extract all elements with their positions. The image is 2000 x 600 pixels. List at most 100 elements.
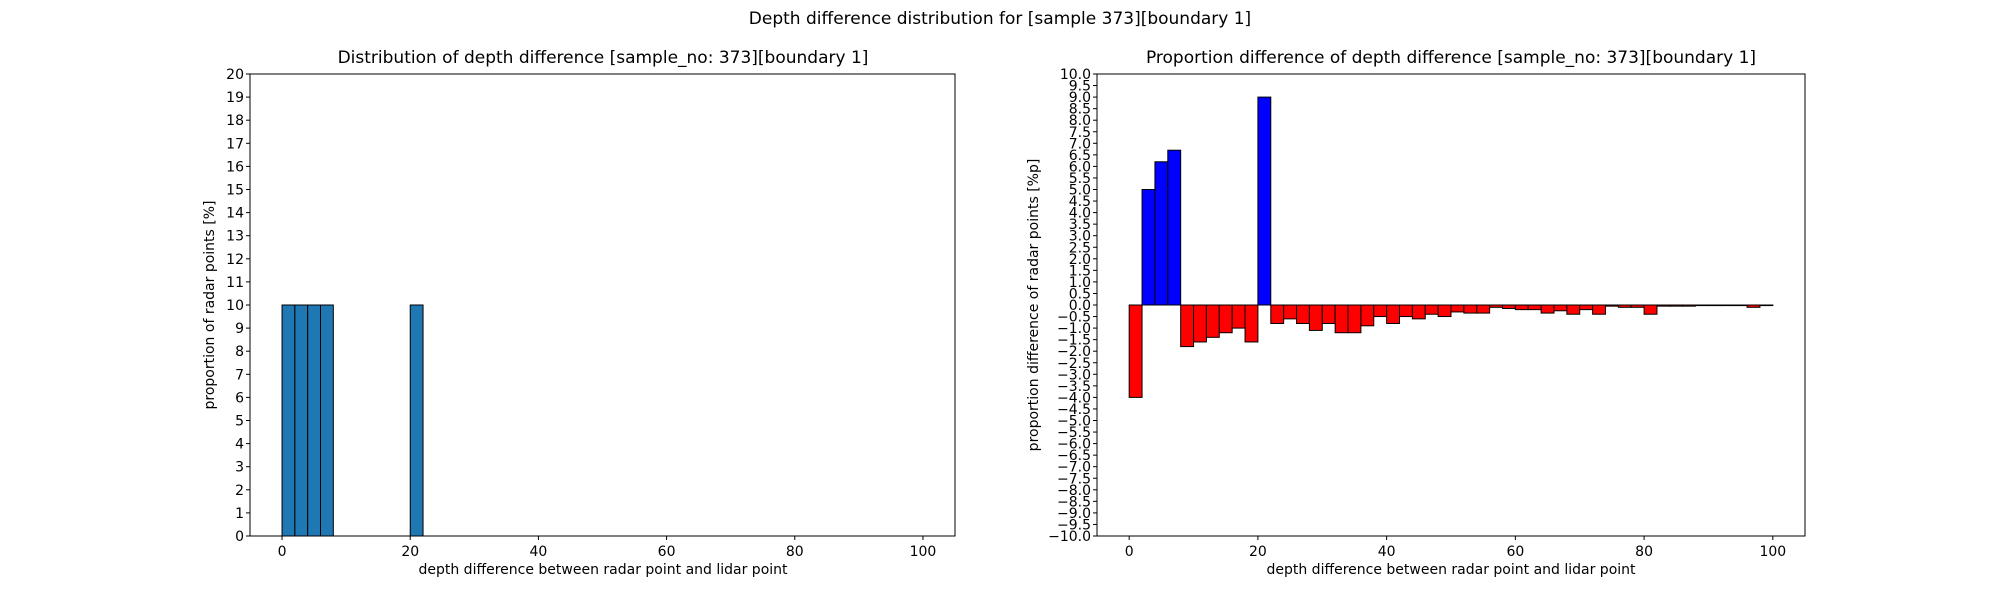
right-chart-bar [1682,304,1697,307]
left-chart-bar [307,304,322,537]
right-chart-y-tick-label: 8.0 [1069,113,1091,129]
right-chart-bar [1707,304,1722,307]
right-chart-y-tick-label: 1.0 [1069,275,1091,291]
right-chart-bar [1669,304,1684,307]
right-chart-bar [1205,304,1220,338]
right-chart-bar [1399,304,1413,318]
right-chart-bar [1746,304,1761,308]
left-chart-y-tick-label: 8 [235,344,244,360]
left-chart-y-tick-label: 14 [226,206,244,222]
right-chart-bar [1579,304,1594,311]
right-chart-y-tick-label: 7.5 [1069,125,1091,141]
right-chart-bar [1695,304,1709,307]
left-chart-bar [281,304,296,537]
left-chart-y-tick-label: 13 [226,229,244,245]
right-chart-bar [1437,304,1452,318]
right-chart-y-tick-label: 10.0 [1060,67,1091,83]
right-chart-y-tick-label: 5.5 [1069,171,1091,187]
left-chart-y-tick-label: 5 [235,414,244,430]
right-chart-y-tick-label: −5.0 [1057,414,1091,430]
left-chart-y-axis-label: proportion of radar points [%] [202,200,218,409]
left-chart-x-axis-label: depth difference between radar point and… [418,562,788,578]
right-chart-title: Proportion difference of depth differenc… [1146,48,1756,68]
right-chart-y-tick-label: 2.0 [1069,252,1091,268]
left-chart-y-tick-label: 7 [235,367,244,383]
right-chart-bar [1656,304,1671,307]
right-chart-y-axis-label: proportion difference of radar points [%… [1026,159,1042,452]
left-chart-y-tick-label: 3 [235,460,244,476]
left-chart-y-tick-label: 15 [226,183,244,199]
right-chart-y-tick-label: −8.5 [1057,494,1091,510]
left-chart-y-tick-label: 17 [226,136,244,152]
right-chart-bar [1553,304,1568,312]
figure-title: Depth difference distribution for [sampl… [748,9,1252,29]
left-chart-y-tick-label: 16 [226,159,244,175]
right-chart-bar [1630,304,1645,308]
right-chart-bar [1373,304,1388,318]
right-chart-bar [1540,304,1555,314]
right-chart-bars [1128,96,1774,398]
right-chart-y-tick-label: 4.0 [1069,206,1091,222]
right-chart-y-tick-label: 9.0 [1069,90,1091,106]
right-chart-y-tick-label: −1.5 [1057,333,1091,349]
right-chart-bar [1501,304,1516,309]
left-chart-x-tick-label: 60 [658,544,676,560]
right-chart-x-tick-label: 40 [1378,544,1396,560]
right-chart-bar [1128,304,1143,398]
right-chart-bar [1193,304,1207,343]
left-chart-bars [281,304,424,537]
right-chart-bar [1270,304,1285,324]
right-chart-y-tick-label: −2.5 [1057,356,1091,372]
left-chart-x-tick-label: 20 [401,544,419,560]
right-chart-bar [1424,304,1439,315]
right-chart-y-tick-label: −1.0 [1057,321,1091,337]
right-chart-x-tick-label: 60 [1506,544,1524,560]
left-chart-x-tick-label: 0 [278,544,287,560]
right-chart-y-tick-label: −2.0 [1057,344,1091,360]
right-chart-y-tick-label: 0.5 [1069,286,1091,302]
right-chart-bar [1604,304,1619,307]
right-chart-bar [1566,304,1581,315]
left-chart-x-ticks: 0 20 40 60 80 100 [278,536,936,560]
right-chart-y-tick-label: 2.5 [1069,240,1091,256]
right-chart-y-tick-label: −6.0 [1057,437,1091,453]
left-chart-y-tick-label: 2 [235,483,244,499]
right-chart-y-tick-label: −0.5 [1057,310,1091,326]
right-chart-y-tick-label: −4.0 [1057,390,1091,406]
right-chart-y-tick-label: −5.5 [1057,425,1091,441]
left-chart-y-tick-label: 1 [235,506,244,522]
right-chart-bar [1347,304,1362,334]
left-chart-y-tick-label: 12 [226,252,244,268]
right-chart-bar [1450,304,1465,313]
left-chart-title: Distribution of depth difference [sample… [338,48,869,68]
right-chart-bar [1257,96,1272,306]
left-chart-bar [409,304,424,537]
right-chart-bar [1308,304,1323,331]
left-chart-y-tick-label: 6 [235,390,244,406]
right-chart-x-tick-label: 0 [1125,544,1134,560]
right-chart-y-tick-label: 8.5 [1069,102,1091,118]
right-chart-y-tick-label: 3.5 [1069,217,1091,233]
right-chart-x-axis-label: depth difference between radar point and… [1266,562,1636,578]
right-chart-bar [1617,304,1632,308]
left-chart-frame [249,73,956,537]
right-chart-y-tick-label: 7.0 [1069,136,1091,152]
right-chart-panel: Proportion difference of depth differenc… [1026,48,1806,578]
right-chart-y-ticks: −10.0−9.5−9.0−8.5−8.0−7.5−7.0−6.5−6.0−5.… [1048,67,1097,545]
left-chart-y-tick-label: 4 [235,437,244,453]
right-chart-bar [1218,304,1233,334]
right-chart-y-tick-label: 9.5 [1069,79,1091,95]
right-chart-bar [1514,304,1529,311]
left-chart-y-tick-label: 18 [226,113,244,129]
right-chart-y-tick-label: 5.0 [1069,183,1091,199]
right-chart-bar [1180,304,1195,348]
right-chart-bar [1527,304,1542,311]
right-chart-bar [1720,304,1735,307]
right-chart-y-tick-label: 3.0 [1069,229,1091,245]
left-chart-panel: Distribution of depth difference [sample… [202,48,956,578]
right-chart-bar [1411,304,1426,320]
left-chart-y-tick-label: 19 [226,90,244,106]
right-chart-bar [1489,304,1503,308]
right-chart-bar [1463,304,1478,314]
